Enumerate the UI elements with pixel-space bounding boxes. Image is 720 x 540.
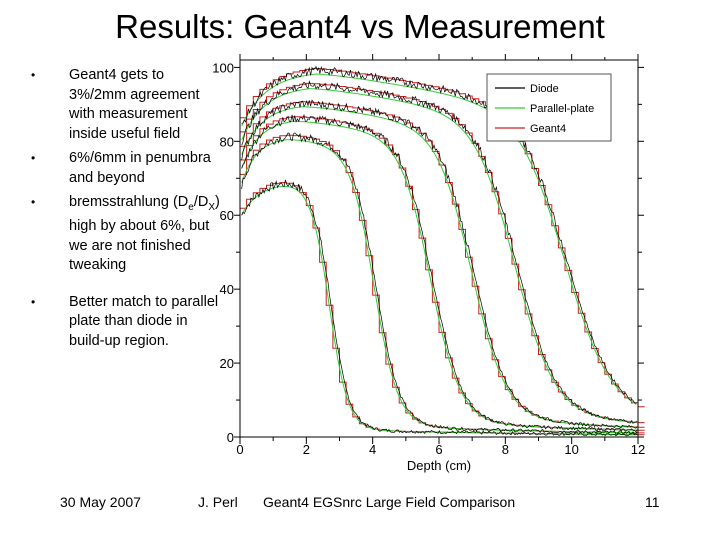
legend-entry: Geant4: [530, 123, 566, 135]
x-tick-label: 8: [502, 442, 509, 457]
x-tick-label: 4: [369, 442, 376, 457]
bullet-list: Geant4 gets to 3%/2mm agreement with mea…: [30, 66, 220, 356]
bullet-item: bremsstrahlung (De/DX) high by about 6%,…: [30, 193, 220, 276]
legend-entry: Diode: [530, 83, 559, 95]
diode-curve: [241, 80, 638, 424]
geant4-curve: [240, 182, 645, 436]
x-tick-label: 6: [435, 442, 442, 457]
footer-author: J. Perl: [198, 494, 238, 510]
y-tick-label: 80: [220, 134, 234, 149]
bullet-text: Better match to parallel plate than diod…: [69, 293, 219, 349]
diode-curve: [241, 65, 638, 404]
geant4-curve: [240, 82, 645, 424]
bullet-text-post: ) high by about 6%, but we are not finis…: [69, 194, 220, 274]
y-tick-label: 0: [227, 430, 234, 445]
bullet-item: Geant4 gets to 3%/2mm agreement with mea…: [30, 66, 220, 144]
bullet-subscript: X: [208, 201, 215, 213]
parallel-plate-curve: [241, 88, 637, 423]
diode-curve: [241, 179, 638, 437]
y-tick-label: 100: [212, 60, 234, 75]
bullet-text-mid: /D: [193, 194, 209, 210]
geant4-curve: [240, 101, 645, 428]
parallel-plate-curve: [241, 185, 637, 436]
x-tick-label: 12: [631, 442, 645, 457]
footer-page-number: 11: [645, 494, 660, 510]
bullet-item: Better match to parallel plate than diod…: [30, 293, 220, 352]
bullet-text: 6%/6mm in penumbra and beyond: [69, 150, 211, 186]
y-tick-label: 20: [220, 356, 234, 371]
diode-curve: [241, 113, 638, 432]
bullet-subscript: e: [188, 201, 194, 213]
parallel-plate-curve: [241, 73, 637, 405]
legend-entry: Parallel-plate: [530, 103, 594, 115]
y-tick-label: 60: [220, 208, 234, 223]
footer-date: 30 May 2007: [60, 494, 141, 510]
x-tick-label: 2: [303, 442, 310, 457]
y-axis: 0 20 40 60 80 100: [212, 60, 644, 445]
diode-curve: [241, 99, 638, 429]
x-tick-label: 10: [564, 442, 578, 457]
geant4-curve: [240, 116, 645, 431]
parallel-plate-curve: [241, 120, 637, 431]
y-tick-label: 40: [220, 282, 234, 297]
parallel-plate-curve: [241, 139, 637, 434]
bullet-text-pre: bremsstrahlung (D: [69, 194, 189, 210]
x-axis-label: Depth (cm): [407, 458, 471, 473]
slide-title: Results: Geant4 vs Measurement: [115, 8, 605, 45]
legend: Diode Parallel-plate Geant4: [486, 73, 612, 142]
geant4-curve: [240, 134, 645, 434]
curve-group: [240, 65, 645, 437]
x-axis: 0 2 4 6 8 10 12: [236, 54, 645, 457]
x-tick-label: 0: [236, 442, 243, 457]
bullet-item: 6%/6mm in penumbra and beyond: [30, 149, 220, 188]
bullet-text: Geant4 gets to 3%/2mm agreement with mea…: [69, 67, 200, 142]
diode-curve: [241, 132, 638, 435]
footer-title: Geant4 EGSnrc Large Field Comparison: [263, 494, 516, 510]
